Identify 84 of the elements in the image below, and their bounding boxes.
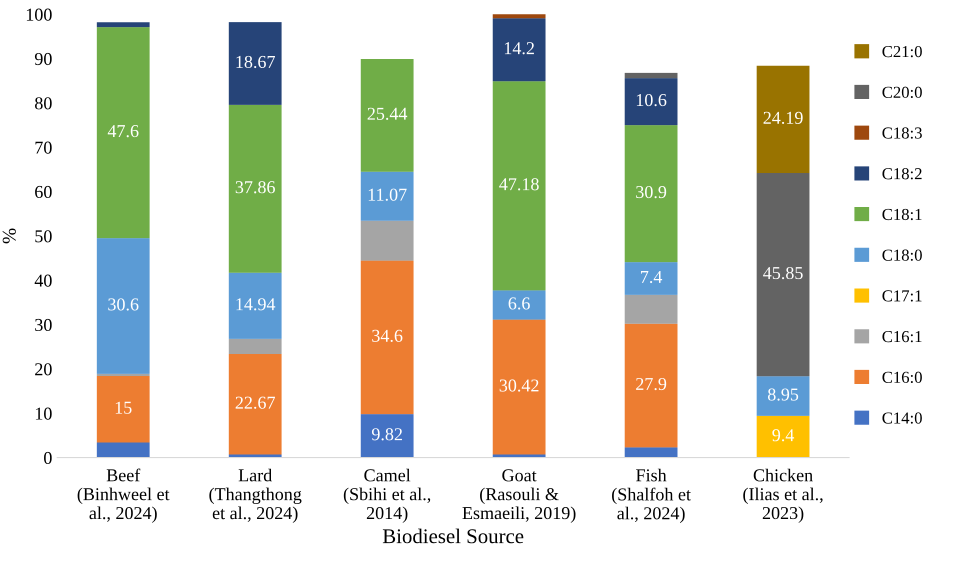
y-tick-label: 60 <box>35 186 52 198</box>
data-label: 14.94 <box>236 298 276 310</box>
y-tick-label: 30 <box>35 318 52 332</box>
y-tick-label: 40 <box>34 274 52 287</box>
legend-label: C16:1 <box>882 331 922 342</box>
data-label: 15 <box>116 402 132 414</box>
y-tick-label: 20 <box>35 363 52 376</box>
bar <box>492 18 546 82</box>
bar <box>96 238 150 374</box>
data-label: 45.85 <box>763 266 803 280</box>
bar <box>360 260 414 414</box>
y-tick-label: 50 <box>35 230 52 242</box>
data-label: 7.4 <box>641 270 662 284</box>
bar <box>96 27 150 238</box>
x-tick-label: Chicken (Ilias et al., 2023) <box>743 468 823 523</box>
bar <box>228 338 282 354</box>
data-label: 30.42 <box>500 379 538 392</box>
bar <box>228 104 282 273</box>
data-label: 10.6 <box>636 94 666 106</box>
bar <box>624 72 678 78</box>
data-label: 47.6 <box>108 125 138 138</box>
bar <box>756 376 810 416</box>
legend-label: C16:0 <box>882 372 922 383</box>
bar <box>624 125 678 262</box>
bar <box>624 78 678 126</box>
data-label: 18.67 <box>236 56 275 68</box>
legend-label: C21:0 <box>882 46 922 58</box>
bar <box>624 324 678 448</box>
data-label: 25.44 <box>368 108 408 120</box>
bar <box>360 58 414 172</box>
bar <box>492 320 546 454</box>
data-label: 27.9 <box>636 378 666 390</box>
legend-label: C18:0 <box>882 250 922 261</box>
bar <box>624 447 678 458</box>
data-label: 14.2 <box>504 42 534 54</box>
bar <box>228 22 282 105</box>
legend-label: C17:1 <box>882 290 922 302</box>
data-label: 37.86 <box>236 181 275 194</box>
bar <box>492 290 546 320</box>
bar <box>228 272 282 339</box>
y-tick-label: 90 <box>34 52 52 66</box>
bar <box>96 376 150 443</box>
bar <box>624 262 678 295</box>
bar <box>228 354 282 454</box>
x-tick-label: Camel (Sbihi et al., 2014) <box>344 468 430 523</box>
data-label: 9.82 <box>372 428 402 440</box>
x-tick-label: Fish (Shalfoh et al., 2024) <box>612 468 691 524</box>
legend-label: C18:1 <box>882 208 922 220</box>
y-tick-label: 0 <box>44 452 52 464</box>
data-label: 24.19 <box>764 112 803 124</box>
data-label: 47.18 <box>499 178 539 190</box>
x-tick-label: Beef (Binhweel et al., 2024) <box>78 468 170 523</box>
x-tick-label: Goat (Rasouli & Esmaeili, 2019) <box>462 469 576 523</box>
data-label: 30.6 <box>108 298 138 311</box>
bar <box>96 22 150 28</box>
data-label: 11.07 <box>368 188 407 201</box>
bar <box>492 81 546 290</box>
data-label: 6.6 <box>508 297 530 310</box>
bar <box>96 442 150 458</box>
data-label: 22.67 <box>236 396 275 409</box>
data-label: 9.4 <box>772 429 794 442</box>
bar <box>360 172 414 221</box>
legend-label: C14:0 <box>882 412 922 424</box>
legend-label: C20:0 <box>882 86 922 98</box>
x-axis-title: Biodiesel Source <box>382 528 524 544</box>
y-tick-label: 100 <box>26 8 52 21</box>
legend-label: C18:3 <box>882 127 922 139</box>
y-tick-label: 70 <box>36 142 52 154</box>
bar <box>756 173 810 376</box>
y-tick-label: 80 <box>35 97 52 110</box>
data-label: 30.9 <box>636 186 666 198</box>
bar <box>96 374 150 376</box>
bar <box>360 220 414 261</box>
bar <box>624 294 678 324</box>
bar <box>360 414 414 458</box>
bar <box>756 416 810 458</box>
data-label: 34.6 <box>372 330 402 342</box>
y-axis-title: % <box>2 228 16 244</box>
bar <box>492 14 546 18</box>
legend-label: C18:2 <box>882 168 922 180</box>
y-tick-label: 10 <box>36 408 52 420</box>
bar <box>756 66 810 173</box>
x-tick-label: Lard (Thangthong et al., 2024) <box>209 468 302 523</box>
data-label: 8.95 <box>768 388 798 401</box>
